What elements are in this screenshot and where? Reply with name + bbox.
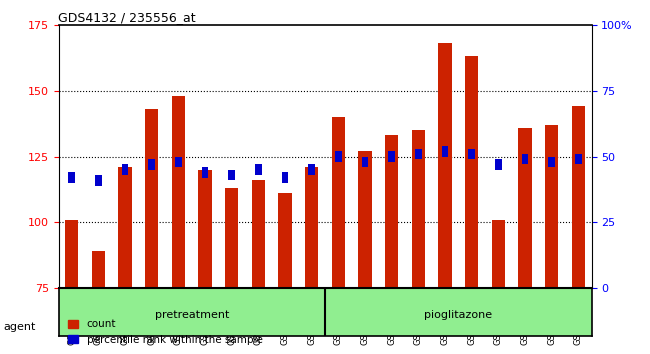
Bar: [411, 130, 425, 289]
Bar: [118, 167, 132, 289]
Bar: [95, 175, 102, 185]
Bar: [278, 194, 292, 289]
Bar: [385, 136, 398, 289]
Bar: [388, 151, 395, 162]
Bar: [415, 149, 422, 159]
Bar: [571, 107, 585, 289]
Bar: [148, 159, 155, 170]
Bar: [491, 220, 505, 289]
Bar: [145, 109, 159, 289]
Bar: [518, 127, 532, 289]
Bar: [521, 154, 528, 165]
Bar: [252, 180, 265, 289]
Bar: [305, 167, 318, 289]
Bar: [172, 96, 185, 289]
Bar: [575, 154, 582, 165]
Bar: [198, 170, 212, 289]
Text: pretreatment: pretreatment: [155, 310, 229, 320]
Bar: [175, 156, 182, 167]
Bar: [122, 165, 129, 175]
Bar: [332, 117, 345, 289]
Bar: [255, 165, 262, 175]
Bar: [361, 156, 369, 167]
Text: agent: agent: [3, 322, 36, 332]
Bar: [358, 151, 372, 289]
Bar: [65, 220, 79, 289]
Bar: [548, 156, 555, 167]
Bar: [92, 251, 105, 289]
Text: GDS4132 / 235556_at: GDS4132 / 235556_at: [58, 11, 196, 24]
Bar: [58, 289, 592, 336]
Bar: [281, 172, 289, 183]
Bar: [545, 125, 558, 289]
Bar: [465, 56, 478, 289]
Bar: [441, 146, 448, 156]
Bar: [68, 172, 75, 183]
Bar: [335, 151, 342, 162]
Bar: [308, 165, 315, 175]
Text: pioglitazone: pioglitazone: [424, 310, 492, 320]
Legend: count, percentile rank within the sample: count, percentile rank within the sample: [64, 315, 266, 349]
Bar: [468, 149, 475, 159]
Bar: [228, 170, 235, 180]
Bar: [225, 188, 239, 289]
Bar: [438, 43, 452, 289]
Bar: [202, 167, 209, 178]
Bar: [495, 159, 502, 170]
